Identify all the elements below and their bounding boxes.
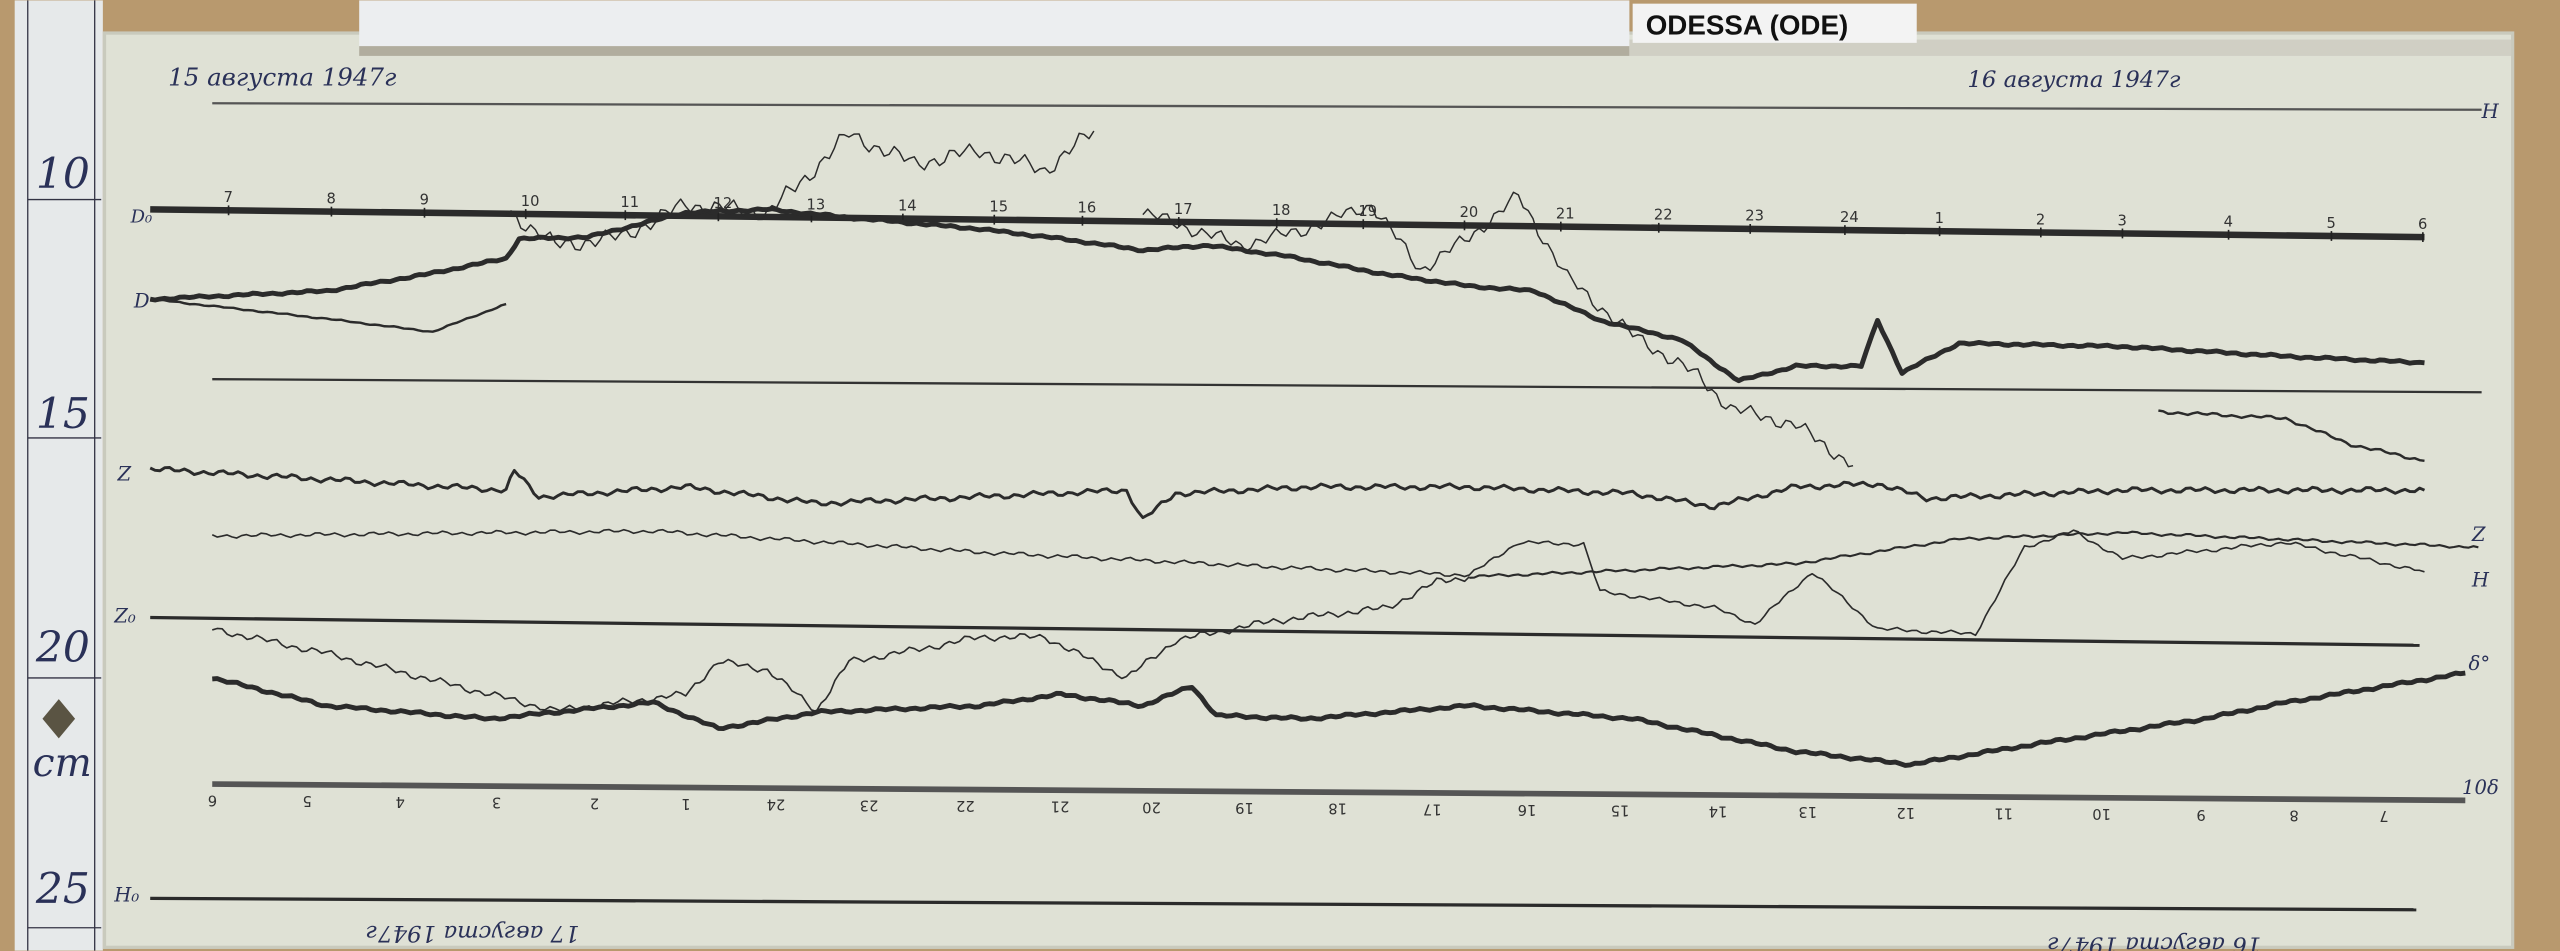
hour-label-bottom: 18 (1328, 800, 1347, 817)
d-trace-right (2158, 409, 2425, 463)
label-z-right: Z (2471, 523, 2486, 546)
date-bottom-right: 16 августа 1947г (2048, 932, 2262, 951)
station-label: ODESSA (ODE) (1646, 10, 1848, 41)
ruler-mark-10: 10 (36, 150, 90, 199)
hour-label-top: 2 (2036, 211, 2045, 228)
hour-label-bottom: 24 (767, 796, 786, 813)
top-paper-strip (359, 0, 1630, 50)
hour-ruler-top (150, 206, 2425, 241)
hour-label-bottom: 13 (1798, 803, 1817, 820)
date-top-left: 15 августа 1947г (168, 62, 397, 91)
hour-ticks-bottom: 6 5 4 3 2 1 24 23 22 21 20 19 18 17 16 15 14 13 12 11 10 9 8 7 (208, 792, 2389, 825)
hour-label-bottom: 23 (860, 796, 879, 813)
label-d: D (133, 289, 150, 312)
hour-label-top: 9 (420, 192, 429, 209)
hour-ruler-bottom (212, 781, 2466, 804)
z-trace-right (1469, 530, 2479, 579)
d-trace-thick (149, 206, 2425, 384)
label-z0: Z₀ (113, 604, 136, 627)
h-baseline-top (212, 102, 2482, 111)
label-scale-right: 10δ (2462, 776, 2499, 799)
hour-label-bottom: 15 (1611, 802, 1630, 819)
magnetogram-traces (149, 130, 2479, 768)
hour-label-top: 18 (1272, 202, 1291, 219)
hour-label-bottom: 3 (492, 794, 501, 811)
hour-label-bottom: 22 (956, 797, 975, 814)
hour-label-bottom: 19 (1235, 799, 1254, 816)
hour-label-top: 21 (1556, 205, 1575, 222)
hour-label-top: 11 (620, 194, 639, 211)
hour-label-bottom: 7 (2379, 807, 2388, 824)
hour-label-bottom: 11 (1994, 805, 2013, 822)
hour-label-top: 24 (1840, 209, 1859, 226)
hour-label-top: 14 (898, 197, 917, 214)
hour-label-bottom: 9 (2196, 806, 2205, 823)
hour-label-top: 4 (2224, 214, 2233, 231)
h-trace (211, 528, 2425, 637)
hour-label-top: 22 (1654, 207, 1673, 224)
hour-label-top: 5 (2327, 215, 2336, 232)
date-bottom-left: 17 августа 1947г (366, 920, 580, 946)
hour-label-top: 17 (1174, 201, 1193, 218)
hour-label-top: 15 (989, 199, 1008, 216)
hour-label-top: 6 (2418, 216, 2427, 233)
hour-label-bottom: 4 (396, 793, 405, 810)
hour-label-bottom: 6 (208, 792, 217, 809)
label-d0: D₀ (130, 206, 153, 227)
h0-baseline (150, 896, 2417, 912)
hour-label-bottom: 12 (1896, 804, 1915, 821)
ruler-unit: cm (33, 741, 92, 786)
hour-label-bottom: 5 (302, 792, 311, 809)
mid-baseline (212, 378, 2482, 394)
cm-ruler (14, 0, 103, 951)
hour-label-bottom: 17 (1423, 800, 1442, 817)
hour-label-bottom: 10 (2092, 805, 2111, 822)
hour-label-top: 3 (2118, 212, 2127, 229)
label-d-right: δ° (2469, 652, 2491, 675)
hour-label-bottom: 20 (1142, 798, 1161, 815)
label-z: Z (117, 462, 132, 485)
hour-label-bottom: 2 (590, 794, 599, 811)
hour-label-top: 13 (807, 196, 826, 213)
hour-label-top: 23 (1745, 208, 1764, 225)
hour-label-top: 8 (327, 190, 336, 207)
hour-label-bottom: 21 (1051, 798, 1070, 815)
z0-trace-thin (212, 576, 1470, 713)
hour-label-bottom: 8 (2289, 807, 2298, 824)
ruler-mark-25: 25 (35, 865, 90, 914)
hour-label-bottom: 16 (1518, 801, 1537, 818)
hour-label-top: 7 (224, 189, 233, 206)
z0-baseline (150, 615, 2420, 647)
d-trace-noisy (505, 130, 1095, 251)
hour-label-top: 10 (521, 193, 540, 210)
delta-trace (212, 670, 2466, 768)
d-trace-lower (150, 298, 507, 333)
label-h0: H₀ (113, 884, 139, 907)
label-h-top-right: H (2481, 100, 2500, 123)
chart-paper (104, 33, 2513, 948)
ruler-mark-20: 20 (35, 624, 90, 673)
hour-label-top: 1 (1935, 210, 1944, 227)
z-trace (149, 466, 2426, 520)
hour-ticks-top: 7 8 9 10 11 12 13 14 15 16 17 18 19 20 21 22 23 24 1 2 3 4 5 6 (224, 189, 2427, 243)
hour-label-bottom: 1 (681, 795, 690, 812)
ruler-mark-15: 15 (36, 390, 90, 439)
station-label-box (1632, 3, 1917, 43)
hour-label-top: 16 (1078, 200, 1097, 217)
date-top-right: 16 августа 1947г (1967, 67, 2181, 93)
hour-label-top: 20 (1460, 204, 1479, 221)
label-h-right: H (2471, 569, 2490, 592)
d-trace-noisy-2 (1142, 191, 1854, 468)
hour-label-bottom: 14 (1709, 802, 1728, 819)
